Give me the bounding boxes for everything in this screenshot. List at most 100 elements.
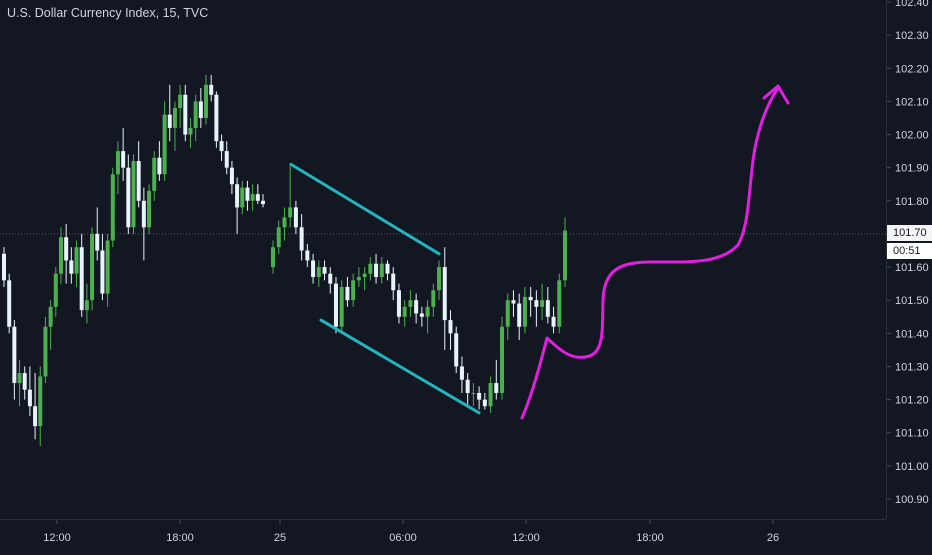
candle-down[interactable] [100, 233, 105, 301]
candle-up[interactable] [488, 376, 493, 413]
candle-up[interactable] [540, 283, 545, 321]
candle-up[interactable] [131, 154, 136, 234]
candle-down[interactable] [198, 88, 203, 128]
forecast-arrow-head[interactable] [762, 84, 790, 105]
candle-up[interactable] [115, 141, 120, 195]
channel-upper-line[interactable] [289, 162, 441, 256]
candle-up[interactable] [271, 240, 275, 274]
candle-up[interactable] [351, 273, 356, 307]
candle-down[interactable] [224, 141, 229, 175]
candle-down[interactable] [545, 286, 550, 324]
candle-up[interactable] [204, 74, 209, 125]
candle-up[interactable] [437, 260, 442, 301]
candle-down[interactable] [419, 306, 424, 327]
candle-up[interactable] [522, 286, 527, 334]
candle-down[interactable] [141, 187, 146, 261]
candle-up[interactable] [402, 300, 407, 327]
candle-down[interactable] [333, 277, 338, 334]
candle-up[interactable] [17, 359, 22, 407]
candle-up[interactable] [368, 257, 373, 281]
candle-up[interactable] [90, 227, 95, 311]
candle-down[interactable] [255, 184, 260, 205]
forecast-arrow-curve[interactable] [520, 86, 780, 420]
candle-down[interactable] [183, 84, 188, 142]
candle-down[interactable] [299, 214, 304, 261]
candle-up[interactable] [379, 257, 384, 284]
time-axis[interactable]: 12:00 18:00 25 06:00 12:00 18:00 26 [43, 520, 779, 544]
candle-down[interactable] [494, 359, 499, 400]
candle-down[interactable] [22, 366, 27, 400]
candle-up[interactable] [288, 164, 293, 228]
candle-down[interactable] [167, 84, 172, 142]
candle-up[interactable] [316, 260, 321, 287]
candle-down[interactable] [528, 286, 533, 317]
candle-up[interactable] [505, 293, 510, 340]
candle-down[interactable] [482, 392, 487, 410]
candle-down[interactable] [121, 127, 126, 181]
candle-down[interactable] [448, 310, 453, 350]
candle-down[interactable] [385, 260, 390, 281]
candle-down[interactable] [517, 293, 522, 340]
candle-down[interactable] [311, 253, 316, 284]
candle-up[interactable] [152, 151, 157, 201]
candle-up[interactable] [110, 167, 115, 248]
candle-down[interactable] [229, 161, 234, 195]
candle-down[interactable] [477, 386, 482, 410]
candle-up[interactable] [58, 227, 63, 284]
candle-down[interactable] [374, 253, 379, 284]
candle-down[interactable] [414, 293, 419, 324]
candle-down[interactable] [391, 267, 396, 301]
candle-down[interactable] [459, 356, 464, 393]
candle-up[interactable] [48, 300, 53, 350]
candle-up[interactable] [162, 101, 167, 181]
candle-up[interactable] [282, 207, 287, 241]
candle-up[interactable] [240, 180, 245, 215]
candle-down[interactable] [95, 207, 100, 261]
candle-layer[interactable] [2, 74, 567, 446]
candle-down[interactable] [79, 233, 84, 317]
candle-down[interactable] [396, 283, 401, 324]
candle-down[interactable] [293, 200, 298, 234]
candle-down[interactable] [235, 177, 240, 234]
candle-down[interactable] [261, 194, 265, 208]
candle-down[interactable] [328, 267, 333, 294]
candle-down[interactable] [322, 260, 327, 281]
candle-down[interactable] [209, 74, 214, 102]
candle-down[interactable] [511, 290, 516, 317]
candle-down[interactable] [345, 277, 350, 307]
candle-down[interactable] [219, 134, 224, 162]
candle-down[interactable] [454, 326, 459, 374]
candle-down[interactable] [126, 154, 131, 234]
candle-up[interactable] [38, 366, 43, 446]
candle-down[interactable] [7, 273, 12, 334]
candle-up[interactable] [500, 316, 505, 400]
candle-up[interactable] [53, 267, 58, 317]
candle-up[interactable] [250, 184, 255, 211]
candle-up[interactable] [408, 290, 413, 317]
candle-up[interactable] [557, 273, 562, 334]
candle-down[interactable] [2, 247, 6, 287]
candle-up[interactable] [563, 217, 567, 287]
candle-up[interactable] [471, 383, 476, 407]
candle-down[interactable] [551, 306, 556, 334]
candle-down[interactable] [69, 247, 74, 284]
candle-up[interactable] [276, 220, 281, 254]
candle-down[interactable] [33, 373, 38, 440]
candle-up[interactable] [178, 84, 183, 128]
candle-down[interactable] [136, 141, 141, 208]
candle-up[interactable] [193, 94, 198, 142]
candle-up[interactable] [362, 267, 367, 291]
candle-up[interactable] [74, 240, 79, 287]
candle-up[interactable] [188, 117, 193, 148]
candle-up[interactable] [431, 283, 436, 317]
candle-down[interactable] [12, 320, 17, 400]
candle-up[interactable] [339, 280, 344, 334]
candle-down[interactable] [305, 243, 310, 268]
candle-down[interactable] [27, 366, 32, 417]
candle-up[interactable] [147, 184, 152, 234]
candle-down[interactable] [214, 91, 219, 148]
candle-up[interactable] [43, 316, 48, 384]
candle-up[interactable] [172, 101, 177, 152]
candle-down[interactable] [157, 141, 162, 181]
